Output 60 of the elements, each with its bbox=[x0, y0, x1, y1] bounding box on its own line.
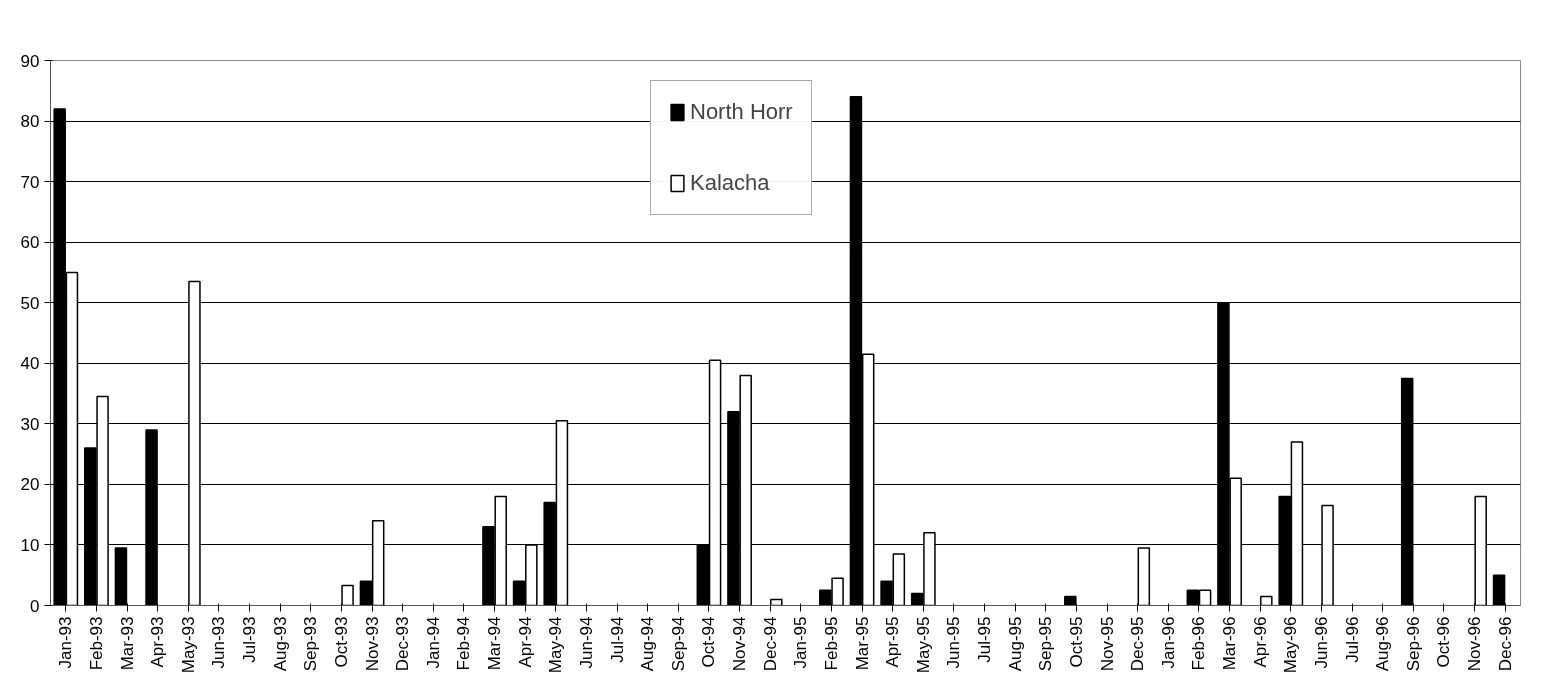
x-tick-label: Mar-95 bbox=[852, 616, 872, 671]
x-tick-label: Jun-95 bbox=[944, 616, 964, 669]
x-tick-label: Aug-95 bbox=[1005, 616, 1025, 672]
x-tick-label: Apr-94 bbox=[515, 616, 535, 668]
x-tick-label: Oct-94 bbox=[699, 616, 719, 668]
x-tick-label: Jul-94 bbox=[607, 616, 627, 663]
x-tick-label: Mar-93 bbox=[117, 616, 137, 671]
x-tick-label: Nov-93 bbox=[362, 616, 382, 672]
x-tick-label: Jan-96 bbox=[1158, 616, 1178, 669]
y-tick-label: 0 bbox=[30, 596, 40, 616]
x-tick-label: Jan-93 bbox=[56, 616, 76, 669]
x-tick-label: Jan-95 bbox=[791, 616, 811, 669]
x-tick-label: Jul-95 bbox=[975, 616, 995, 663]
x-tick-label: Dec-94 bbox=[760, 616, 780, 672]
x-tick-label: Aug-94 bbox=[638, 616, 658, 672]
x-tick-label: Jun-96 bbox=[1311, 616, 1331, 669]
x-tick-label: Jul-96 bbox=[1342, 616, 1362, 663]
y-tick-label: 40 bbox=[20, 354, 40, 374]
x-tick-label: Feb-95 bbox=[821, 616, 841, 671]
x-tick-label: Feb-96 bbox=[1189, 616, 1209, 671]
x-tick-label: Sep-94 bbox=[668, 616, 688, 672]
x-tick-label: Apr-95 bbox=[883, 616, 903, 668]
x-tick-label: Jun-94 bbox=[576, 616, 596, 669]
x-tick-label: Oct-93 bbox=[331, 616, 351, 668]
x-tick-label: Oct-96 bbox=[1434, 616, 1454, 668]
x-tick-label: Jun-93 bbox=[209, 616, 229, 669]
x-tick-label: Apr-93 bbox=[148, 616, 168, 668]
x-tick-label: Sep-95 bbox=[1036, 616, 1056, 672]
x-tick-label: Aug-96 bbox=[1373, 616, 1393, 672]
x-tick-label: Nov-94 bbox=[730, 616, 750, 672]
x-tick-label: Mar-96 bbox=[1220, 616, 1240, 671]
y-tick-label: 60 bbox=[20, 233, 40, 253]
y-tick-label: 90 bbox=[20, 51, 40, 71]
x-tick-label: May-96 bbox=[1281, 616, 1301, 674]
x-tick-label: Feb-94 bbox=[454, 616, 474, 671]
x-tick-label: Sep-96 bbox=[1403, 616, 1423, 672]
y-tick-label: 20 bbox=[20, 475, 40, 495]
y-tick-label: 30 bbox=[20, 414, 40, 434]
x-tick-label: May-95 bbox=[913, 616, 933, 674]
x-tick-label: May-94 bbox=[546, 616, 566, 674]
x-tick-label: Feb-93 bbox=[86, 616, 106, 671]
x-tick-label: Sep-93 bbox=[301, 616, 321, 672]
x-tick-label: Nov-96 bbox=[1465, 616, 1485, 672]
legend-label: North Horr bbox=[690, 99, 793, 125]
x-tick-label: Apr-96 bbox=[1250, 616, 1270, 668]
x-tick-label: Mar-94 bbox=[485, 616, 505, 671]
x-tick-label: Oct-95 bbox=[1066, 616, 1086, 668]
x-tick-label: Dec-96 bbox=[1495, 616, 1515, 672]
y-tick-label: 10 bbox=[20, 535, 40, 555]
x-tick-label: Jan-94 bbox=[423, 616, 443, 669]
x-tick-label: Aug-93 bbox=[270, 616, 290, 672]
y-tick-label: 50 bbox=[20, 293, 40, 313]
x-tick-label: Dec-93 bbox=[393, 616, 413, 672]
x-tick-label: Jul-93 bbox=[240, 616, 260, 663]
legend-label: Kalacha bbox=[690, 170, 770, 196]
y-tick-label: 80 bbox=[20, 112, 40, 132]
y-tick-label: 70 bbox=[20, 172, 40, 192]
x-tick-label: Nov-95 bbox=[1097, 616, 1117, 672]
x-tick-label: Dec-95 bbox=[1128, 616, 1148, 672]
x-tick-label: May-93 bbox=[178, 616, 198, 674]
